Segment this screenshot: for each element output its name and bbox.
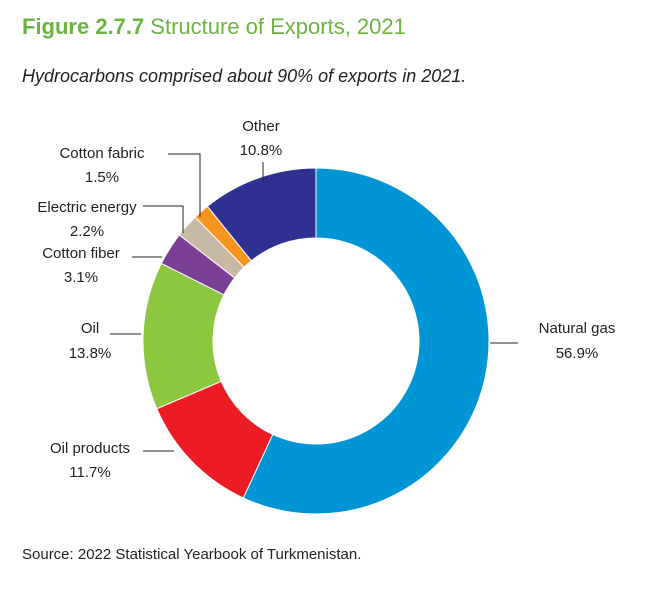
label-value-cotton-fabric: 1.5% <box>85 169 119 186</box>
label-name-oil-products: Oil products <box>50 440 130 457</box>
label-value-oil-products: 11.7% <box>69 464 110 481</box>
donut-slices <box>142 167 490 515</box>
label-value-other: 10.8% <box>240 142 283 159</box>
leader-electric-energy <box>143 205 184 233</box>
figure-name: Structure of Exports, 2021 <box>150 14 406 39</box>
leader-cotton-fabric <box>168 153 201 217</box>
label-name-other: Other <box>242 118 280 135</box>
slice-natural-gas <box>242 167 490 515</box>
slice-labels: Natural gas 56.9% Oil products 11.7% Oil 13.8… <box>37 118 615 481</box>
label-name-electric-energy: Electric energy <box>37 199 137 216</box>
label-name-natural-gas: Natural gas <box>539 320 616 337</box>
label-value-cotton-fiber: 3.1% <box>64 269 98 286</box>
figure-title: Figure 2.7.7 Structure of Exports, 2021 <box>22 14 406 40</box>
slice-other <box>206 167 317 262</box>
label-name-cotton-fabric: Cotton fabric <box>59 145 145 162</box>
label-name-oil: Oil <box>81 320 99 337</box>
source-note: Source: 2022 Statistical Yearbook of Tur… <box>22 546 362 563</box>
label-value-electric-energy: 2.2% <box>70 223 104 240</box>
leader-lines <box>110 153 518 452</box>
label-value-oil: 13.8% <box>69 345 112 362</box>
label-value-natural-gas: 56.9% <box>556 345 599 362</box>
figure-number: Figure 2.7.7 <box>22 14 145 39</box>
label-name-cotton-fiber: Cotton fiber <box>42 245 120 262</box>
figure-subtitle: Hydrocarbons comprised about 90% of expo… <box>22 66 467 86</box>
